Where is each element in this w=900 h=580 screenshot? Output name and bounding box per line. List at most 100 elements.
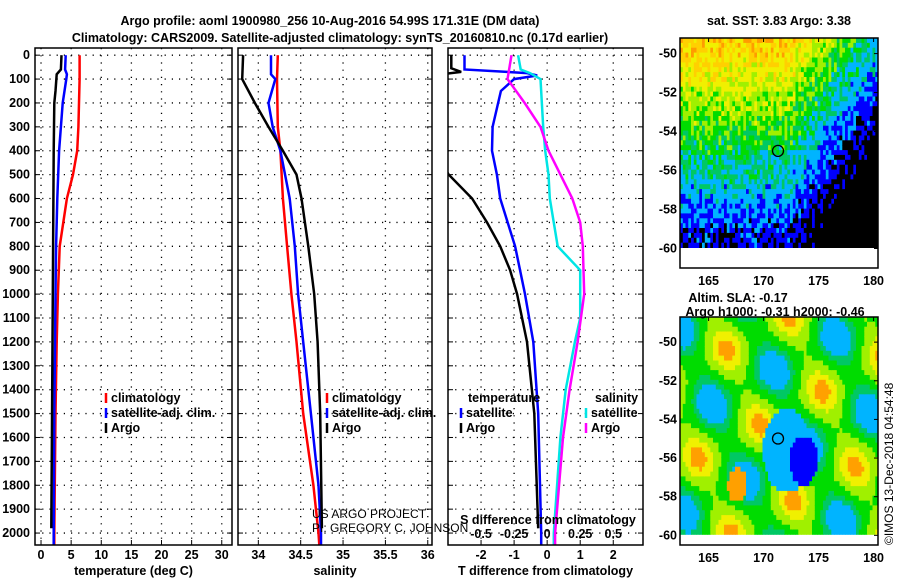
y-tick-label: 1200 [2,335,30,349]
legend-title-temperature: temperature [468,391,540,405]
x-tick-label: 35 [336,548,350,562]
map-sst_map: 165 170 175 180 -50 -52 -54 -56 -58 -60 sat. SST: … [659,14,884,288]
y-tick-label: 700 [9,215,30,229]
legend-title-salinity: salinity [595,391,638,405]
legend-label: satellite [591,406,638,420]
legend-label: satellite-adj. clim. [111,406,215,420]
legend-label: Argo [111,421,141,435]
y-tick-label: 1900 [2,502,30,516]
panel-salinity: 34 34.5 35 35.5 36 salinity climatologysatelli… [237,47,436,578]
x-tick-label: 1 [577,548,584,562]
x-tick-label: 35.5 [373,548,397,562]
s-tick-label: 0 [544,527,551,541]
lat-tick-label: -50 [659,47,677,61]
series-line-t-argo [448,55,540,529]
y-tick-label: 900 [9,263,30,277]
map-frame [679,316,879,546]
x-tick-label: 5 [68,548,75,562]
y-tick-label: 0 [23,48,30,62]
lon-tick-label: 165 [698,274,719,288]
s-tick-label: 0.5 [605,527,622,541]
x-tick-label: 25 [185,548,199,562]
lat-tick-label: -50 [659,335,677,349]
lon-tick-label: 175 [808,274,829,288]
panel-difference: -2 -1 0 1 2 T difference from climatology temp… [447,47,644,578]
y-tick-label: 1100 [3,311,30,325]
y-tick-label: 1500 [2,407,30,421]
y-tick-label: 1700 [2,454,30,468]
series-group [50,55,81,545]
legend-label: climatology [111,391,181,405]
x-tick-label: 15 [124,548,138,562]
y-tick-label: 500 [9,168,30,182]
profile-location-marker [771,432,785,445]
imos-stamp: ©IMOS 13-Dec-2018 04:54:48 [882,382,896,545]
x-tick-label: 34.5 [289,548,313,562]
plot-frame [34,47,233,546]
x-tick-label: 2 [610,548,617,562]
lat-tick-label: -56 [659,164,677,178]
lat-tick-label: -54 [659,125,677,139]
lat-tick-label: -60 [659,242,677,256]
series-line-t-satellite [463,55,543,545]
series-line-s-satellite [516,54,582,545]
legend-label: satellite-adj. clim. [332,406,436,420]
legend-label: Argo [466,421,496,435]
series-line-argo [50,55,63,529]
legend-label: climatology [332,391,402,405]
y-tick-label: 600 [9,192,30,206]
map-title: Altim. SLA: -0.17 [688,291,787,305]
lon-tick-label: 180 [863,551,884,565]
map-cells [680,317,879,535]
s-tick-label: -0.25 [500,527,529,541]
series-line-argo [240,55,324,529]
y-tick-label: 300 [9,120,30,134]
legend-label: satellite [466,406,513,420]
x-axis-label: salinity [313,564,356,578]
plot-frame [237,47,433,546]
series-line-satellite-adj-clim- [267,55,323,545]
series-line-climatology [275,55,321,545]
x-tick-label: 0 [544,548,551,562]
x-tick-label: 0 [38,548,45,562]
y-tick-label: 1300 [2,359,30,373]
x-tick-label: 10 [94,548,108,562]
map-cells [680,38,879,248]
title-line-1: Argo profile: aoml 1900980_256 10-Aug-20… [121,14,540,28]
x-tick-label: 20 [155,548,169,562]
series-group [448,54,586,545]
panel-temperature: 0100200300400500600700800900100011001200… [2,47,233,578]
x-tick-label: 30 [215,548,229,562]
lat-tick-label: -56 [659,451,677,465]
x-tick-label: -1 [509,548,520,562]
x-axis-label: temperature (deg C) [74,564,193,578]
lat-tick-label: -52 [659,86,677,100]
x-tick-label: 36 [421,548,435,562]
s-axis-label: S difference from climatology [460,513,636,527]
y-tick-label: 1400 [2,383,30,397]
y-tick-label: 1600 [2,430,30,444]
lat-tick-label: -52 [659,374,677,388]
y-tick-label: 800 [9,239,30,253]
lat-tick-label: -60 [659,528,677,542]
lon-tick-label: 170 [753,274,774,288]
map-title: Argo h1000: -0.31 h2000: -0.46 [685,305,864,319]
y-tick-label: 100 [9,72,30,86]
plot-frame [447,47,644,546]
y-tick-label: 1800 [2,478,30,492]
lat-tick-label: -58 [659,490,677,504]
x-tick-label: -2 [475,548,486,562]
s-tick-label: -0.5 [470,527,492,541]
credit-line-2: PI: GREGORY C. JOHNSON [312,521,468,535]
x-tick-label: 34 [251,548,265,562]
y-tick-label: 2000 [2,526,30,540]
title-line-2: Climatology: CARS2009. Satellite-adjuste… [72,31,608,45]
map-frame [679,37,879,269]
lon-tick-label: 170 [753,551,774,565]
series-line-climatology [53,55,81,545]
s-tick-label: 0.25 [568,527,592,541]
lat-tick-label: -58 [659,203,677,217]
map-title: sat. SST: 3.83 Argo: 3.38 [707,14,851,28]
y-tick-label: 400 [9,144,30,158]
